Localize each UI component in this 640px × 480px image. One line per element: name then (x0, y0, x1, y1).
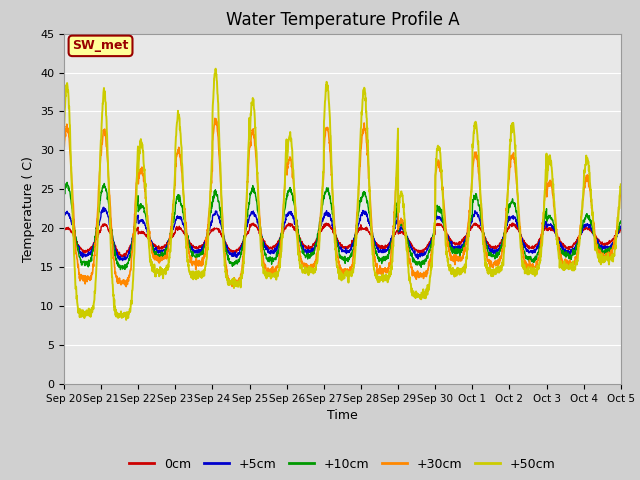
+5cm (371, 239, 379, 245)
+50cm (371, 270, 379, 276)
+5cm (118, 258, 126, 264)
+5cm (359, 207, 367, 213)
0cm (216, 228, 223, 234)
Line: 0cm: 0cm (64, 223, 621, 257)
+5cm (617, 225, 625, 231)
0cm (617, 227, 625, 233)
+50cm (584, 156, 591, 161)
+5cm (100, 204, 108, 210)
0cm (584, 225, 591, 231)
+30cm (359, 131, 367, 136)
+30cm (505, 178, 513, 183)
+10cm (60, 192, 68, 197)
0cm (568, 243, 576, 249)
0cm (60, 228, 68, 233)
+5cm (568, 247, 576, 253)
+10cm (505, 205, 513, 211)
+50cm (122, 317, 130, 323)
+10cm (568, 252, 576, 258)
+10cm (216, 204, 223, 210)
0cm (505, 225, 513, 231)
0cm (359, 226, 367, 231)
+5cm (60, 213, 68, 218)
+10cm (371, 245, 379, 251)
+10cm (116, 267, 124, 273)
+5cm (505, 215, 513, 221)
+30cm (617, 186, 625, 192)
+5cm (584, 222, 591, 228)
0cm (371, 239, 379, 245)
Line: +30cm: +30cm (64, 119, 621, 287)
+30cm (568, 265, 576, 271)
+10cm (63, 180, 71, 185)
+30cm (584, 176, 591, 182)
Line: +50cm: +50cm (64, 69, 621, 320)
+50cm (60, 123, 68, 129)
X-axis label: Time: Time (327, 409, 358, 422)
Y-axis label: Temperature ( C): Temperature ( C) (22, 156, 35, 262)
0cm (117, 254, 125, 260)
+30cm (371, 258, 379, 264)
+5cm (216, 220, 223, 226)
+30cm (60, 144, 68, 150)
+50cm (568, 261, 576, 266)
Line: +10cm: +10cm (64, 182, 621, 270)
+30cm (122, 284, 130, 289)
+50cm (617, 181, 625, 187)
Text: SW_met: SW_met (72, 39, 129, 52)
Title: Water Temperature Profile A: Water Temperature Profile A (225, 11, 460, 29)
0cm (471, 220, 479, 226)
+50cm (216, 146, 223, 152)
+30cm (211, 116, 219, 121)
+50cm (359, 96, 367, 101)
Line: +5cm: +5cm (64, 207, 621, 261)
Legend: 0cm, +5cm, +10cm, +30cm, +50cm: 0cm, +5cm, +10cm, +30cm, +50cm (124, 453, 561, 476)
+30cm (216, 160, 223, 166)
+10cm (584, 214, 591, 219)
+50cm (212, 66, 220, 72)
+50cm (505, 168, 513, 174)
+10cm (359, 193, 367, 199)
+10cm (617, 218, 625, 224)
